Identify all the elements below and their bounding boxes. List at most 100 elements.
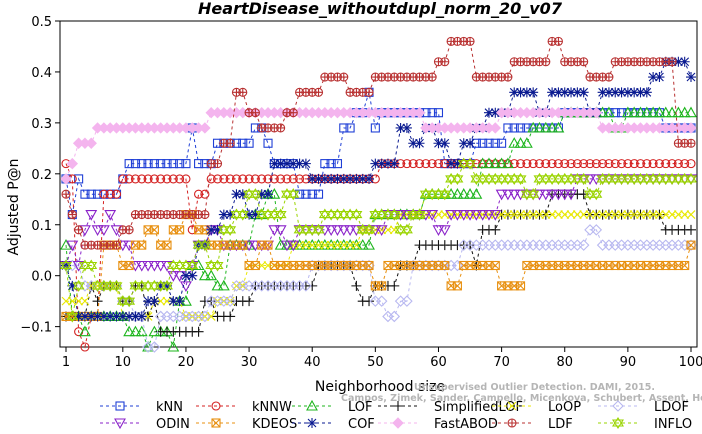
point-LOF — [483, 157, 495, 169]
legend-label: LoOP — [548, 400, 581, 415]
point-KDEOS — [295, 260, 305, 271]
point-FastABOD — [85, 137, 97, 149]
point-KDEOS — [263, 240, 273, 250]
point-LOF — [457, 188, 470, 199]
point-KDEOS — [623, 260, 633, 271]
legend-item-LDOF: LDOF — [598, 400, 689, 415]
point-KDEOS — [440, 260, 450, 271]
point-KDEOS — [414, 260, 425, 271]
point-SimplifiedLOF — [389, 280, 400, 291]
legend-marker — [612, 400, 624, 412]
point-kNNW — [541, 159, 551, 169]
point-KDEOS — [642, 260, 652, 271]
series-line-INFLO — [65, 163, 691, 317]
point-ODIN — [476, 210, 489, 221]
point-kNNW — [572, 159, 582, 169]
point-kNN — [339, 123, 349, 133]
point-LOF — [350, 238, 363, 250]
point-LDF — [466, 37, 475, 46]
point-KDEOS — [339, 260, 349, 271]
y-tick-label: 0.4 — [31, 66, 52, 81]
point-COF — [256, 189, 267, 200]
point-kNNW — [421, 159, 431, 169]
point-LDF — [276, 123, 285, 132]
point-kNNW — [433, 159, 444, 169]
watermark-line-2: Campos, Zimek, Sander, Campello, Micenko… — [341, 393, 702, 404]
x-tick-label: 60 — [430, 355, 447, 370]
point-LoOP — [686, 210, 696, 219]
point-kNNW — [219, 174, 229, 184]
point-ODIN — [426, 210, 439, 221]
point-COF — [408, 138, 419, 149]
point-KDEOS — [358, 260, 368, 271]
point-kNNW — [528, 159, 538, 169]
point-KDEOS — [680, 261, 690, 270]
point-INFLO — [363, 223, 376, 234]
point-COF — [603, 87, 614, 98]
legend: kNN kNNW LOF SimplifiedLOF LoOP LDOF ODIN KDEOS… — [100, 399, 692, 432]
point-LoOP — [560, 210, 570, 219]
legend-marker — [307, 418, 317, 428]
point-KDEOS — [61, 311, 71, 321]
point-KDEOS — [149, 225, 159, 235]
point-COF — [382, 158, 393, 169]
point-LDF — [226, 139, 235, 148]
point-LDF — [428, 73, 437, 82]
legend-marker — [211, 418, 221, 428]
point-kNNW — [105, 189, 115, 199]
point-LOF — [634, 106, 647, 118]
point-kNNW — [257, 174, 267, 184]
point-INFLO — [312, 226, 325, 236]
point-INFLO — [287, 190, 300, 201]
point-ODIN — [268, 225, 281, 236]
point-kNN — [86, 189, 96, 199]
point-ODIN — [180, 281, 192, 293]
point-kNNW — [661, 159, 671, 169]
point-LDF — [238, 88, 247, 97]
legend-label: ODIN — [156, 417, 190, 432]
point-LoOP — [604, 210, 614, 219]
point-LoOP — [339, 240, 349, 250]
point-LDF — [440, 57, 449, 66]
point-KDEOS — [396, 260, 406, 271]
point-kNNW — [238, 174, 248, 184]
legend-marker — [507, 401, 517, 411]
point-KDEOS — [162, 240, 172, 250]
point-KDEOS — [484, 260, 494, 271]
point-LDOF — [388, 310, 401, 323]
point-KDEOS — [509, 281, 519, 291]
point-KDEOS — [307, 260, 317, 271]
point-LDOF — [300, 280, 312, 292]
point-LOF — [647, 106, 660, 118]
point-ODIN — [91, 225, 104, 236]
point-kNN — [263, 138, 273, 148]
point-KDEOS — [364, 260, 374, 271]
point-COF — [401, 122, 412, 133]
point-kNNW — [680, 159, 690, 169]
legend-item-KDEOS: KDEOS — [196, 417, 297, 432]
legend-marker — [115, 401, 125, 411]
point-KDEOS — [231, 240, 242, 250]
point-KDEOS — [320, 260, 330, 271]
point-kNNW — [591, 159, 601, 169]
point-KDEOS — [522, 260, 532, 271]
point-COF — [269, 158, 280, 169]
point-kNN — [244, 138, 254, 148]
point-INFLO — [211, 259, 224, 270]
legend-label: kNN — [156, 400, 183, 415]
point-KDEOS — [635, 260, 646, 271]
point-INFLO — [186, 259, 199, 270]
point-kNNW — [181, 174, 191, 184]
point-LOF — [628, 106, 641, 118]
point-ODIN — [344, 225, 357, 236]
point-kNN — [149, 159, 159, 169]
point-INFLO — [110, 282, 123, 292]
point-LoOP — [206, 312, 216, 321]
x-tick-label: 80 — [556, 355, 573, 370]
y-tick-label: 0.1 — [31, 219, 52, 234]
point-COF — [117, 311, 128, 322]
point-kNNW — [635, 159, 646, 169]
point-kNNW — [168, 174, 178, 184]
point-LoOP — [326, 240, 336, 250]
legend-item-LoOP: LoOP — [492, 400, 581, 415]
